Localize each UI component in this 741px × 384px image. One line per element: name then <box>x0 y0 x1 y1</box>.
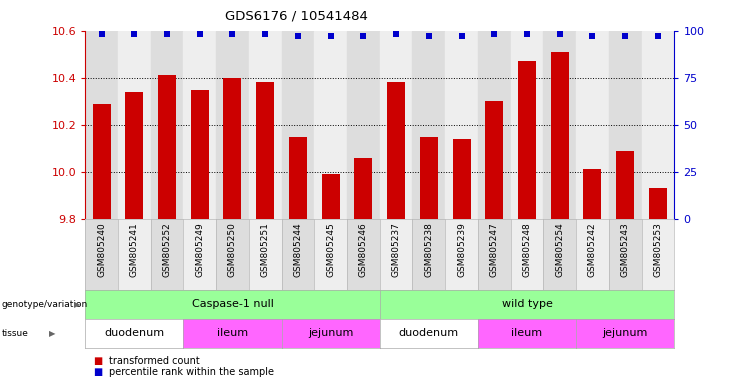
Text: wild type: wild type <box>502 299 553 310</box>
Bar <box>551 52 569 219</box>
Point <box>652 33 664 40</box>
Bar <box>93 104 110 219</box>
Text: jejunum: jejunum <box>308 328 353 338</box>
Bar <box>387 83 405 219</box>
Text: GSM805254: GSM805254 <box>555 222 564 277</box>
Bar <box>322 174 339 219</box>
Bar <box>256 83 274 219</box>
Point <box>161 31 173 38</box>
Bar <box>224 78 242 219</box>
Text: ■: ■ <box>93 356 102 366</box>
Bar <box>543 31 576 219</box>
Text: ileum: ileum <box>511 328 542 338</box>
Bar <box>249 31 282 219</box>
Point <box>554 31 565 38</box>
Bar <box>576 31 609 219</box>
Bar <box>190 89 209 219</box>
Text: GSM805246: GSM805246 <box>359 222 368 277</box>
Bar <box>511 31 543 219</box>
Point <box>128 31 140 38</box>
Bar <box>314 31 347 219</box>
Bar <box>453 139 471 219</box>
Text: tissue: tissue <box>1 329 28 338</box>
Bar <box>649 188 667 219</box>
Point <box>619 33 631 40</box>
Text: GSM805238: GSM805238 <box>425 222 433 277</box>
Bar <box>289 137 307 219</box>
Point <box>423 33 435 40</box>
Text: GSM805239: GSM805239 <box>457 222 466 277</box>
Text: GSM805247: GSM805247 <box>490 222 499 277</box>
Bar <box>282 31 314 219</box>
Text: percentile rank within the sample: percentile rank within the sample <box>109 367 274 377</box>
Text: ■: ■ <box>93 367 102 377</box>
Text: GSM805252: GSM805252 <box>162 222 171 277</box>
Text: genotype/variation: genotype/variation <box>1 300 87 309</box>
Point <box>521 31 533 38</box>
Text: GSM805240: GSM805240 <box>97 222 106 277</box>
Point <box>357 33 369 40</box>
Text: GSM805237: GSM805237 <box>392 222 401 277</box>
Bar <box>183 31 216 219</box>
Text: duodenum: duodenum <box>399 328 459 338</box>
Bar <box>379 31 413 219</box>
Text: GSM805243: GSM805243 <box>621 222 630 277</box>
Bar <box>413 31 445 219</box>
Text: GDS6176 / 10541484: GDS6176 / 10541484 <box>225 10 368 23</box>
Text: GSM805241: GSM805241 <box>130 222 139 277</box>
Point <box>292 33 304 40</box>
Text: GSM805248: GSM805248 <box>522 222 531 277</box>
Bar <box>485 101 503 219</box>
Text: Caspase-1 null: Caspase-1 null <box>192 299 273 310</box>
Text: GSM805244: GSM805244 <box>293 222 302 277</box>
Bar <box>478 31 511 219</box>
Point <box>194 31 206 38</box>
Point <box>391 31 402 38</box>
Text: jejunum: jejunum <box>602 328 648 338</box>
Bar <box>609 31 642 219</box>
Point <box>325 33 336 40</box>
Text: GSM805245: GSM805245 <box>326 222 335 277</box>
Text: duodenum: duodenum <box>104 328 165 338</box>
Bar <box>642 31 674 219</box>
Bar <box>617 151 634 219</box>
Text: ▶: ▶ <box>49 329 56 338</box>
Text: GSM805253: GSM805253 <box>654 222 662 277</box>
Text: ▶: ▶ <box>73 300 80 309</box>
Bar <box>150 31 184 219</box>
Text: GSM805242: GSM805242 <box>588 222 597 277</box>
Text: GSM805251: GSM805251 <box>261 222 270 277</box>
Point <box>259 31 271 38</box>
Point <box>96 31 107 38</box>
Bar <box>445 31 478 219</box>
Bar <box>158 75 176 219</box>
Text: GSM805250: GSM805250 <box>228 222 237 277</box>
Bar <box>85 31 118 219</box>
Bar <box>518 61 536 219</box>
Bar <box>354 158 373 219</box>
Bar <box>347 31 379 219</box>
Text: transformed count: transformed count <box>109 356 199 366</box>
Text: GSM805249: GSM805249 <box>196 222 205 277</box>
Bar <box>583 169 602 219</box>
Point <box>488 31 500 38</box>
Bar <box>420 137 438 219</box>
Point <box>587 33 599 40</box>
Point <box>227 31 239 38</box>
Text: ileum: ileum <box>217 328 248 338</box>
Bar <box>216 31 249 219</box>
Bar <box>118 31 150 219</box>
Bar <box>125 92 143 219</box>
Point <box>456 33 468 40</box>
